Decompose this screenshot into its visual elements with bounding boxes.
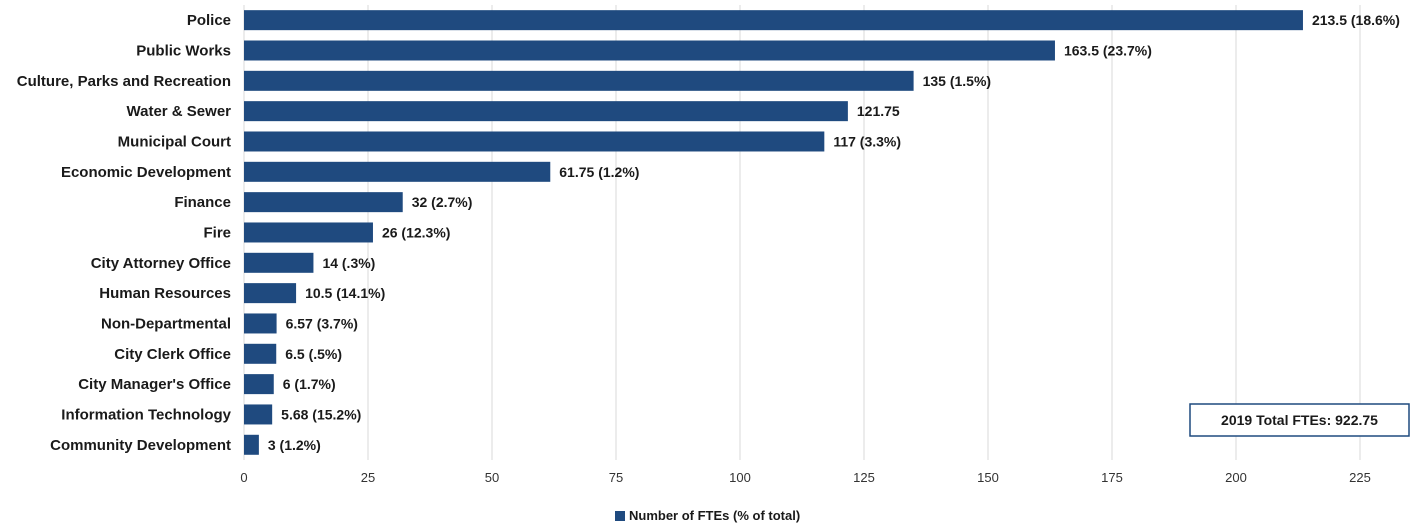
x-tick-label: 25 [361,470,375,485]
bar [244,313,277,334]
data-label: 61.75 (1.2%) [559,164,639,180]
x-tick-label: 100 [729,470,751,485]
data-label: 117 (3.3%) [833,133,901,149]
category-label: Water & Sewer [127,103,232,120]
bar [244,101,848,122]
data-label: 6.5 (.5%) [285,346,342,362]
x-tick-label: 175 [1101,470,1123,485]
bars [244,10,1303,455]
data-label: 6 (1.7%) [283,376,336,392]
category-label: Fire [203,224,231,241]
x-tick-label: 125 [853,470,875,485]
category-label: Human Resources [99,285,231,302]
category-label: Community Development [50,437,231,454]
category-label: City Clerk Office [114,346,231,363]
bar [244,374,274,395]
data-label: 26 (12.3%) [382,224,450,240]
bar [244,222,373,243]
bar [244,343,277,364]
x-tick-label: 225 [1349,470,1371,485]
bar [244,70,914,91]
bar [244,192,403,213]
category-label: Police [187,12,231,29]
data-label: 10.5 (14.1%) [305,285,385,301]
data-label: 213.5 (18.6%) [1312,12,1400,28]
data-labels: 213.5 (18.6%) 163.5 (23.7%) 135 (1.5%) 121.… [268,12,1400,453]
total-annotation-text: 2019 Total FTEs: 922.75 [1221,412,1378,428]
x-tick-label: 0 [240,470,247,485]
total-annotation-box [1189,403,1410,437]
category-label: Culture, Parks and Recreation [17,73,231,90]
category-label: Economic Development [61,164,231,181]
data-label: 3 (1.2%) [268,437,321,453]
x-tick-label: 75 [609,470,623,485]
bar [244,434,259,455]
x-tick-label: 200 [1225,470,1247,485]
category-labels: Police Public Works Culture, Parks and Rec… [17,12,232,454]
category-label: Information Technology [61,406,231,423]
category-label: City Manager's Office [78,376,231,393]
category-label: City Attorney Office [91,255,231,272]
data-label: 32 (2.7%) [412,194,473,210]
total-annotation: 2019 Total FTEs: 922.75 [1189,403,1410,437]
bar [244,283,297,304]
category-label: Non-Departmental [101,315,231,332]
data-label: 135 (1.5%) [923,73,991,89]
bar [244,131,825,152]
x-tick-label: 150 [977,470,999,485]
category-label: Municipal Court [118,133,231,150]
legend: Number of FTEs (% of total) [615,508,800,523]
bar [244,161,551,182]
legend-swatch [615,511,625,521]
data-label: 121.75 [857,103,900,119]
category-label: Finance [174,194,231,211]
data-label: 163.5 (23.7%) [1064,42,1152,58]
data-label: 14 (.3%) [322,255,375,271]
bar [244,404,273,425]
bar [244,10,1303,31]
bar [244,40,1055,61]
legend-label: Number of FTEs (% of total) [629,508,800,523]
x-axis-ticks: 0 25 50 75 100 125 150 175 200 225 [240,470,1370,485]
bar [244,252,314,273]
data-label: 6.57 (3.7%) [286,315,358,331]
category-label: Public Works [136,42,231,59]
data-label: 5.68 (15.2%) [281,406,361,422]
x-tick-label: 50 [485,470,499,485]
